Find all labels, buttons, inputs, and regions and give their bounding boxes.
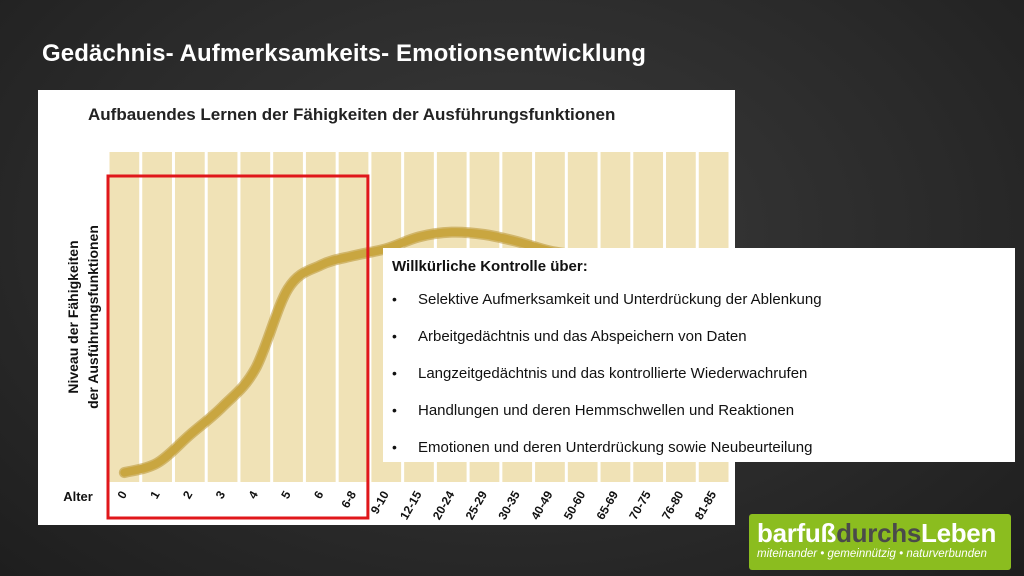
x-tick-label: 50-60 [561,488,589,522]
x-tick-label: 3 [213,488,229,501]
list-item-text: Arbeitgedächtnis und das Abspeichern von… [418,328,747,345]
x-tick-label: 40-49 [528,488,556,522]
data-point [153,459,161,467]
data-point [514,238,521,245]
info-box-title: Willkürliche Kontrolle über: [392,258,588,275]
list-item-text: Selektive Aufmerksamkeit und Unterdrücku… [418,291,822,308]
logo-tagline: miteinander • gemeinnützig • naturverbun… [757,548,987,560]
logo-wordmark: barfußdurchsLeben [757,516,996,550]
x-tick-label: 25-29 [463,488,491,522]
x-tick-label: 20-24 [430,488,458,522]
data-point [448,228,455,236]
list-item-text: Emotionen und deren Unterdrückung sowie … [418,439,813,456]
logo-part-2: durchs [836,518,921,548]
info-list: • Selektive Aufmerksamkeit und Unterdrück… [392,290,1005,457]
grid-stripe [240,152,271,482]
brand-logo: barfußdurchsLeben miteinander • gemeinnü… [749,514,1011,570]
data-point [317,261,324,269]
bullet-icon: • [392,439,397,455]
list-item-text: Langzeitgedächtnis und das kontrollierte… [418,365,808,382]
data-point [481,231,488,238]
data-point [415,233,423,241]
x-tick-label: 4 [245,488,261,501]
bullet-icon: • [392,402,397,418]
y-axis-label-line-2: der Ausführungsfunktionen [85,225,101,409]
data-point [284,285,292,292]
grid-stripe [338,152,369,482]
list-item: • Selektive Aufmerksamkeit und Unterdrück… [392,290,1005,309]
x-tick-label: 2 [180,488,196,501]
logo-part-1: barfuß [757,518,837,548]
info-box: Willkürliche Kontrolle über: • Selektive … [383,248,1015,462]
y-axis-label: Niveau der Fähigkeiten der Ausführungsfu… [63,192,107,442]
x-tick-label: 70-75 [626,488,654,522]
x-tick-label: 9-10 [368,488,392,516]
y-axis-label-line-1: Niveau der Fähigkeiten [65,240,81,394]
x-tick-label: 81-85 [692,488,720,522]
data-point [121,469,128,476]
bullet-icon: • [392,291,397,307]
x-tick-label: 1 [147,488,163,501]
grid-stripe [305,152,336,482]
bullet-icon: • [392,365,397,381]
x-tick-label: 12-15 [397,488,425,522]
x-tick-label: 30-35 [495,488,523,522]
list-item: • Arbeitgedächtnis und das Abspeichern vo… [392,327,1005,346]
data-point [186,431,194,439]
x-axis-label: Alter [56,487,100,507]
x-tick-label: 76-80 [659,488,687,522]
list-item: • Langzeitgedächtnis und das kontrolliert… [392,364,1005,383]
x-tick-label: 65-69 [594,488,622,522]
logo-part-3: Leben [920,518,997,548]
grid-stripe [207,152,238,482]
data-point [219,403,226,410]
data-point [252,365,259,373]
list-item: • Handlungen und deren Hemmschwellen und … [392,401,1005,420]
highlight-box [106,174,370,520]
list-item-text: Handlungen und deren Hemmschwellen und R… [418,402,795,419]
chart-title: Aufbauendes Lernen der Fähigkeiten der A… [80,100,708,130]
data-point [350,252,357,259]
slide-title: Gedächnis- Aufmerksamkeits- Emotionsentw… [42,40,646,67]
grid-stripe [142,152,172,482]
x-tick-label: 6-8 [338,488,359,510]
x-tick-label: 5 [278,488,294,501]
bullet-icon: • [392,328,397,344]
x-tick-label: 6 [311,488,327,501]
list-item: • Emotionen und deren Unterdrückung sowie… [392,438,1005,457]
grid-stripe [109,152,140,482]
x-tick-label: 0 [114,488,130,501]
